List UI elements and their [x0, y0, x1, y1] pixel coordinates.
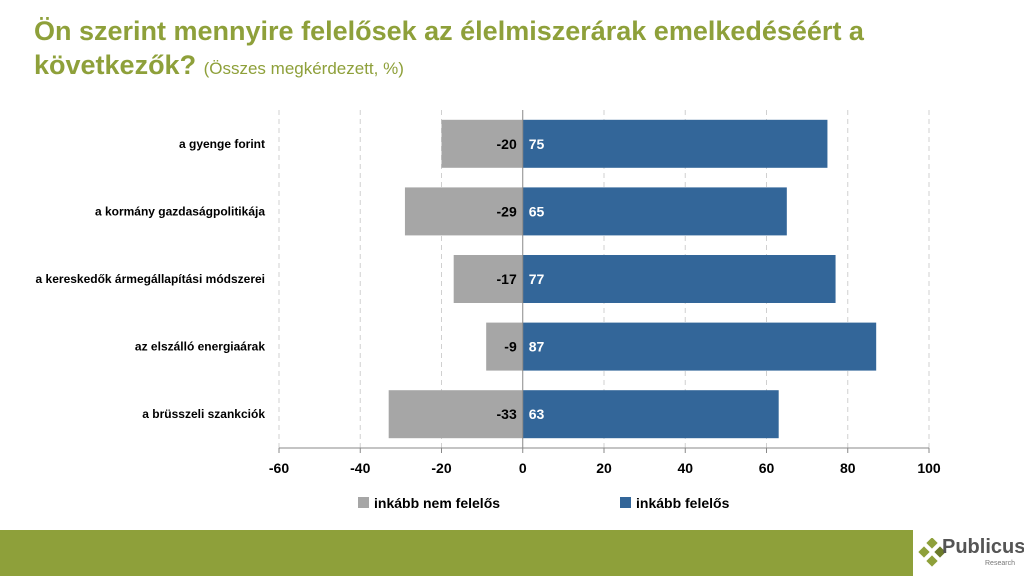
category-label: a gyenge forint	[179, 137, 265, 151]
x-tick-label: 40	[677, 460, 693, 476]
bar-responsible	[522, 255, 836, 303]
bar-not-responsible	[486, 322, 523, 371]
data-label: 63	[529, 406, 545, 422]
bar-responsible	[522, 187, 787, 236]
x-tick-label: -20	[431, 460, 451, 476]
data-label: 65	[529, 203, 545, 219]
chart-title: Ön szerint mennyire felelősek az élelmis…	[34, 14, 994, 86]
logo-text: Publicus	[942, 536, 1024, 558]
bar-not-responsible	[404, 187, 523, 236]
bar-responsible	[522, 390, 779, 439]
data-label: 77	[529, 271, 545, 287]
bar-responsible	[522, 119, 828, 168]
bar-not-responsible	[453, 255, 523, 303]
x-tick-label: -40	[350, 460, 370, 476]
logo-subtext: Research	[985, 560, 1015, 567]
logo	[913, 530, 1024, 576]
legend-label: inkább nem felelős	[374, 495, 500, 511]
logo-icon	[918, 538, 946, 567]
footer-bar	[0, 530, 1024, 576]
data-label: 87	[529, 339, 545, 355]
data-label: -17	[497, 271, 517, 287]
legend-label: inkább felelős	[636, 495, 730, 511]
legend-swatch	[358, 497, 369, 508]
x-tick-label: 80	[840, 460, 856, 476]
title-subtitle: (Összes megkérdezett, %)	[203, 59, 404, 78]
legend-swatch	[620, 497, 631, 508]
x-tick-label: 60	[759, 460, 775, 476]
category-label: a brüsszeli szankciók	[142, 407, 265, 421]
bar-responsible	[522, 322, 877, 371]
category-label: a kereskedők ármegállapítási módszerei	[36, 272, 265, 286]
x-tick-label: 100	[917, 460, 941, 476]
data-label: -33	[497, 406, 517, 422]
category-label: az elszálló energiaárak	[135, 340, 265, 354]
x-tick-label: 0	[519, 460, 527, 476]
data-label: -20	[497, 136, 517, 152]
title-main: Ön szerint mennyire felelősek az élelmis…	[34, 16, 864, 80]
data-label: 75	[529, 136, 545, 152]
data-label: -29	[497, 203, 517, 219]
data-label: -9	[504, 339, 517, 355]
category-label: a kormány gazdaságpolitikája	[95, 204, 265, 218]
x-tick-label: 20	[596, 460, 612, 476]
chart: -60 -40 -20 0 20 40 60 80 100 a gyenge forint -20 7…	[36, 110, 941, 511]
x-tick-label: -60	[269, 460, 289, 476]
bar-not-responsible	[441, 119, 523, 168]
bar-not-responsible	[388, 390, 523, 439]
